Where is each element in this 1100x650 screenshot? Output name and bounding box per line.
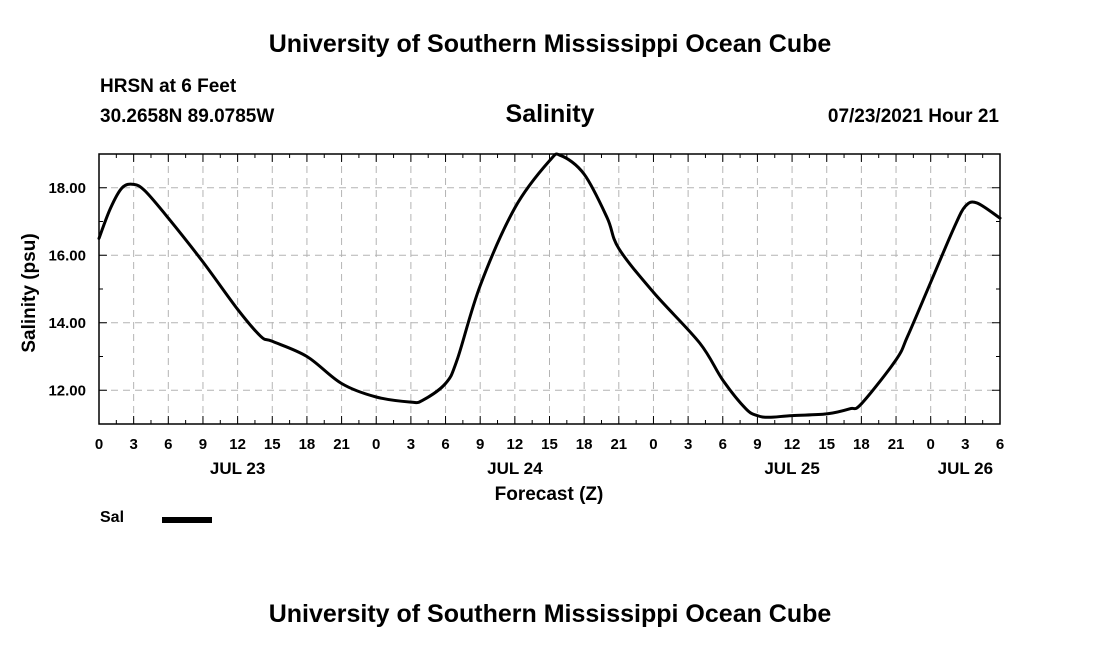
x-tick-label: 12: [229, 436, 246, 453]
station-coordinates: 30.2658N 89.0785W: [100, 106, 275, 127]
date-label: JUL 24: [487, 459, 543, 478]
series-line-sal: [97, 152, 1002, 419]
x-tick-label: 21: [333, 436, 350, 453]
x-tick-label: 9: [199, 436, 207, 453]
x-tick-label: 18: [299, 436, 316, 453]
header-title: University of Southern Mississippi Ocean…: [268, 30, 832, 58]
x-tick-label: 18: [853, 436, 870, 453]
x-tick-label: 6: [441, 436, 449, 453]
legend-swatch: [162, 517, 212, 523]
x-tick-label: 3: [684, 436, 692, 453]
y-tick-label: 14.00: [48, 315, 86, 332]
x-tick-label: 15: [541, 436, 558, 453]
y-axis-title: Salinity (psu): [19, 233, 40, 352]
x-tick-label: 12: [507, 436, 524, 453]
x-tick-label: 3: [961, 436, 969, 453]
axis-ticks: [98, 153, 1001, 425]
x-tick-label: 0: [649, 436, 657, 453]
x-axis-title: Forecast (Z): [495, 484, 604, 505]
y-tick-label: 18.00: [48, 180, 86, 197]
x-tick-label: 21: [610, 436, 627, 453]
station-name: HRSN at 6 Feet: [100, 76, 237, 97]
footer-title: University of Southern Mississippi Ocean…: [268, 600, 832, 628]
y-tick-label: 12.00: [48, 382, 86, 399]
x-tick-label: 18: [576, 436, 593, 453]
axis-labels: 0 3 6 9 12 15 18 21 0 3 6 9 12 15 18 21 0 3 6 9 12 15 18 21 0 3 6 1…: [48, 180, 1004, 478]
date-label: JUL 26: [938, 459, 993, 478]
x-tick-label: 6: [719, 436, 727, 453]
x-tick-label: 6: [996, 436, 1004, 453]
y-tick-label: 16.00: [48, 247, 86, 264]
grid: [99, 154, 1000, 424]
x-tick-label: 3: [129, 436, 137, 453]
x-tick-label: 9: [753, 436, 761, 453]
x-tick-label: 9: [476, 436, 484, 453]
x-tick-label: 0: [95, 436, 103, 453]
x-tick-label: 15: [264, 436, 281, 453]
x-tick-label: 21: [888, 436, 905, 453]
date-label: JUL 25: [764, 459, 819, 478]
x-tick-label: 12: [784, 436, 801, 453]
x-tick-label: 6: [164, 436, 172, 453]
x-tick-label: 0: [372, 436, 380, 453]
x-tick-label: 15: [818, 436, 835, 453]
date-label: JUL 23: [210, 459, 265, 478]
plot-title: Salinity: [505, 100, 595, 128]
x-tick-label: 0: [927, 436, 935, 453]
x-tick-label: 3: [407, 436, 415, 453]
forecast-datetime: 07/23/2021 Hour 21: [827, 106, 999, 127]
legend-label: Sal: [100, 509, 125, 526]
